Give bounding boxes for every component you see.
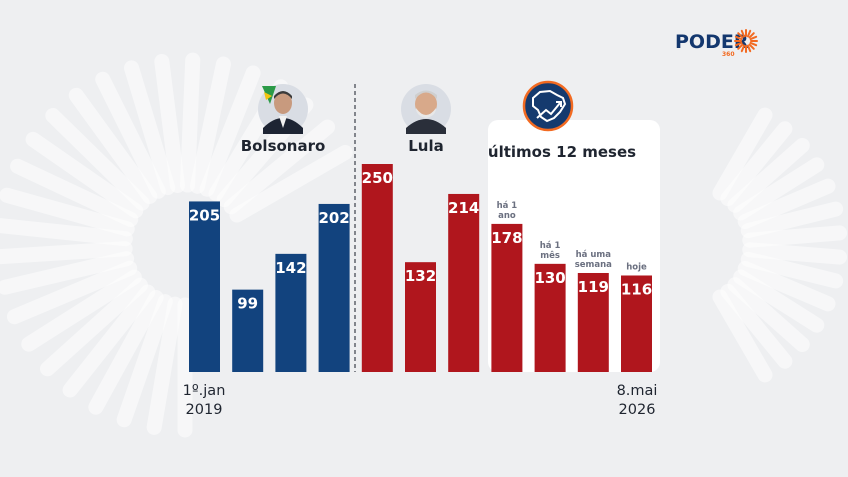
background-ray	[40, 277, 148, 377]
sunburst-ray	[746, 29, 752, 38]
brand-logo: PODER 360	[675, 29, 758, 58]
background-ray	[742, 242, 848, 265]
background-sunburst-decoration-right	[712, 107, 848, 383]
bar-value-label: 178	[491, 229, 522, 247]
background-ray	[68, 87, 158, 204]
background-ray	[45, 108, 150, 211]
background-ray	[146, 296, 183, 435]
background-ray	[733, 157, 825, 221]
bar-lula-10	[577, 272, 609, 372]
background-ray	[737, 261, 836, 312]
bar-bolsonaro-2	[232, 289, 264, 372]
bar-value-label: 116	[621, 280, 652, 298]
background-ray	[0, 187, 135, 237]
bar-bolsonaro-1	[189, 201, 220, 372]
bar-value-label: 214	[448, 199, 479, 217]
background-ray	[223, 119, 336, 215]
bar-lula-11	[621, 275, 652, 372]
background-ray	[740, 251, 844, 289]
sunburst-ray	[737, 32, 744, 39]
background-ray	[95, 71, 166, 199]
avatar-lula	[401, 84, 451, 134]
sunburst-ray	[748, 43, 755, 50]
background-ray	[742, 225, 848, 248]
bar-value-label: 142	[275, 259, 306, 277]
bar-value-label: 250	[362, 169, 393, 187]
background-ray	[124, 60, 176, 196]
bar-note-label: há uma	[576, 250, 612, 260]
background-ray	[0, 241, 133, 265]
background-ray	[10, 158, 139, 227]
bar-note-label: semana	[575, 260, 612, 270]
brand-name: PODER	[675, 31, 749, 53]
background-ray	[154, 53, 185, 193]
bar-value-label: 202	[318, 209, 349, 227]
brand-suffix: 360	[722, 51, 735, 58]
background-ray	[180, 52, 201, 193]
sunburst-ray	[749, 41, 758, 47]
background-ray	[727, 138, 810, 213]
start-date-year: 2019	[186, 402, 223, 418]
background-ray	[229, 145, 353, 223]
bar-bolsonaro-4	[318, 203, 350, 372]
background-ray	[21, 269, 142, 352]
sunburst-ray	[734, 41, 743, 47]
background-ray	[733, 269, 825, 333]
bar-lula-5	[361, 164, 393, 372]
background-ray	[0, 251, 135, 295]
bar-value-label: 130	[534, 269, 565, 287]
background-ray	[116, 294, 173, 428]
sunburst-ray	[737, 43, 744, 50]
panel-title: últimos 12 meses	[488, 143, 636, 161]
background-ray	[88, 290, 164, 415]
background-ray	[199, 65, 261, 197]
sunburst-ray	[740, 29, 746, 38]
start-date-day: 1º.jan	[183, 383, 226, 399]
background-ray	[189, 56, 231, 194]
bar-value-label: 132	[405, 267, 436, 285]
sunburst-ray	[748, 32, 755, 39]
bar-value-label: 99	[237, 295, 258, 313]
bar-lula-8	[491, 223, 523, 372]
background-ray	[737, 178, 836, 229]
background-ray	[62, 284, 156, 398]
sunburst-ray	[734, 35, 743, 41]
background-ray	[6, 260, 138, 325]
sunburst-icon	[734, 29, 758, 53]
background-ray	[720, 283, 793, 369]
bar-lula-7	[448, 193, 480, 372]
bar-note-label: há 1	[540, 241, 561, 251]
sunburst-ray	[749, 35, 758, 41]
background-ray	[727, 277, 810, 352]
avatar-bolsonaro	[258, 84, 308, 134]
background-ray	[25, 131, 144, 219]
background-ray	[712, 107, 773, 201]
end-date-year: 2026	[619, 402, 656, 418]
bar-note-label: mês	[540, 250, 560, 261]
background-ray	[720, 121, 793, 207]
sunburst-ray	[746, 44, 752, 53]
background-ray	[740, 201, 844, 239]
brazil-map-trend-icon	[522, 80, 574, 132]
bar-note-label: ano	[498, 211, 516, 221]
bar-value-label: 119	[578, 278, 609, 296]
last-12-months-panel	[488, 120, 660, 372]
background-ray	[0, 218, 133, 247]
label-bolsonaro: Bolsonaro	[241, 137, 326, 155]
bar-note-label: há 1	[497, 201, 518, 211]
label-lula: Lula	[408, 137, 444, 155]
background-ray	[712, 289, 773, 383]
portrait-icon	[262, 86, 303, 134]
bar-note-label: hoje	[626, 262, 647, 272]
bar-lula-9	[534, 263, 566, 372]
sunburst-ray	[740, 44, 746, 53]
bar-bolsonaro-3	[275, 253, 307, 372]
portrait-icon	[406, 90, 446, 134]
bar-value-label: 205	[189, 206, 220, 224]
end-date-day: 8.mai	[617, 383, 658, 399]
bar-lula-6	[405, 262, 436, 372]
